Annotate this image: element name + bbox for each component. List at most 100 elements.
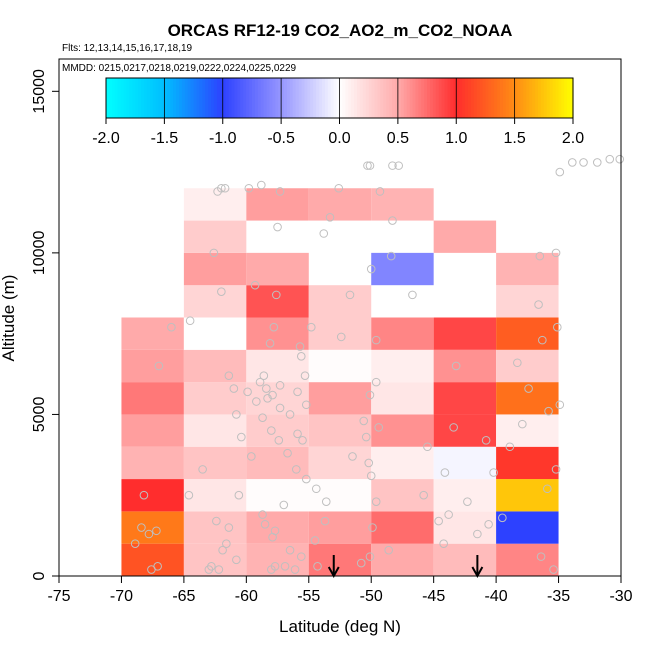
profile-point xyxy=(544,406,553,416)
colorbar-segment xyxy=(249,78,253,118)
profile-point xyxy=(345,290,355,300)
profile-point xyxy=(301,474,311,484)
colorbar-segment xyxy=(500,78,504,118)
colorbar-segment xyxy=(146,78,151,118)
colorbar-segment xyxy=(362,78,367,118)
colorbar-segment xyxy=(535,78,539,118)
heatmap-cell xyxy=(496,543,559,576)
heatmap-cell xyxy=(371,252,434,286)
heatmap-cell xyxy=(121,414,184,447)
colorbar-segment xyxy=(514,78,519,118)
heatmap-cell xyxy=(308,414,372,447)
colorbar-segment xyxy=(345,78,349,118)
profile-point xyxy=(139,490,149,500)
colorbar-segment xyxy=(365,78,370,118)
colorbar-segment xyxy=(389,78,393,118)
colorbar-segment xyxy=(228,78,233,118)
colorbar-segment xyxy=(111,78,116,118)
colorbar-segment xyxy=(476,78,481,118)
colorbar-segment xyxy=(158,78,163,118)
profile-point xyxy=(275,381,285,390)
colorbar-segment xyxy=(135,78,139,118)
profile-point xyxy=(244,183,254,193)
profile-point xyxy=(296,552,306,561)
profile-point xyxy=(184,490,194,500)
colorbar-segment xyxy=(459,78,463,118)
colorbar-tick-label: -1.5 xyxy=(151,130,179,147)
heatmap-cell xyxy=(433,317,497,350)
colorbar-segment xyxy=(368,78,373,118)
plot-frame xyxy=(58,58,622,577)
heatmap-cell xyxy=(246,285,309,318)
heatmap-cell xyxy=(308,446,372,480)
colorbar-segment xyxy=(222,78,227,118)
colorbar-segment xyxy=(301,78,306,118)
colorbar-segment xyxy=(108,78,113,118)
colorbar-segment xyxy=(532,78,536,118)
profile-point xyxy=(498,513,507,523)
colorbar-segment xyxy=(374,78,379,118)
profile-points-layer xyxy=(130,154,625,574)
colorbar-segment xyxy=(170,78,174,118)
profile-point xyxy=(371,335,381,345)
colorbar-segment xyxy=(257,78,262,118)
colorbar-ticks: -2.0 -1.5 -1.0 -0.5 0.0 0.5 1.0 1.5 2.0 xyxy=(92,118,584,147)
profile-point xyxy=(553,322,562,332)
heatmap-cell xyxy=(121,479,184,512)
profile-point xyxy=(243,387,252,397)
colorbar-segment xyxy=(511,78,516,118)
heatmap-cell xyxy=(371,188,434,221)
profile-point xyxy=(505,442,515,452)
profile-point xyxy=(252,397,261,406)
heatmap-cell xyxy=(121,543,184,576)
profile-point xyxy=(258,413,267,422)
heatmap-cell xyxy=(246,188,309,221)
profile-point xyxy=(279,500,289,510)
heatmap-cell xyxy=(246,349,309,383)
heatmap-cell xyxy=(121,446,184,480)
colorbar-segment xyxy=(330,78,335,118)
cells-layer xyxy=(121,188,559,576)
profile-point xyxy=(232,555,241,565)
heatmap-cell xyxy=(121,349,184,383)
heatmap-cell xyxy=(183,511,247,544)
colorbar-segment xyxy=(117,78,122,118)
y-axis-ticks: 0 5000 10000 15000 xyxy=(31,69,59,580)
profile-point xyxy=(267,426,276,435)
colorbar-segment xyxy=(540,78,545,118)
colorbar-segment xyxy=(187,78,192,118)
x-tick-label: -40 xyxy=(485,588,508,605)
colorbar-segment xyxy=(286,78,291,118)
colorbar-segment xyxy=(444,78,449,118)
colorbar-segment xyxy=(537,78,542,118)
profile-point xyxy=(214,565,224,574)
heatmap-cell xyxy=(183,446,247,480)
profile-point xyxy=(384,545,394,555)
heatmap-cell xyxy=(308,382,372,415)
colorbar-segment xyxy=(327,78,332,118)
colorbar-segment xyxy=(348,78,352,118)
colorbar-segment xyxy=(479,78,484,118)
profile-point xyxy=(551,465,561,474)
colorbar-segment xyxy=(421,78,425,118)
profile-point xyxy=(423,442,432,452)
colorbar-segment xyxy=(529,78,533,118)
profile-point xyxy=(275,187,285,196)
colorbar-segment xyxy=(526,78,530,118)
profile-point xyxy=(280,562,290,571)
profile-point xyxy=(321,497,331,506)
profile-point xyxy=(237,432,246,442)
colorbar-segment xyxy=(316,78,320,118)
colorbar-segment xyxy=(494,78,498,118)
x-tick-label: -45 xyxy=(422,588,445,605)
profile-point xyxy=(368,523,377,532)
heatmap-cell xyxy=(496,446,559,480)
x-axis-ticks: -75 -70 -65 -60 -55 -50 -45 -40 -35 -30 xyxy=(47,576,633,605)
heatmap-cell xyxy=(246,382,309,415)
heatmap-cell xyxy=(121,382,184,415)
heatmap-cell xyxy=(121,317,184,350)
colorbar-segment xyxy=(392,78,396,118)
colorbar-tick-label: 0.5 xyxy=(387,130,409,147)
profile-point xyxy=(451,361,461,371)
